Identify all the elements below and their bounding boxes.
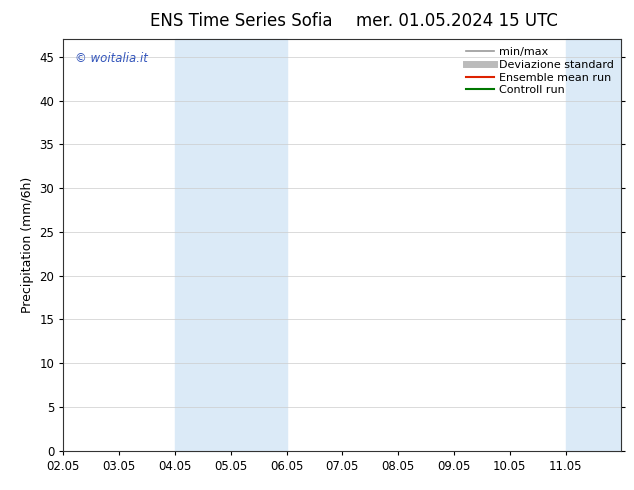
Bar [566,39,621,451]
Y-axis label: Precipitation (mm/6h): Precipitation (mm/6h) [21,177,34,313]
Text: © woitalia.it: © woitalia.it [75,51,148,65]
Bar [175,39,287,451]
Legend: min/max, Deviazione standard, Ensemble mean run, Controll run: min/max, Deviazione standard, Ensemble m… [462,43,618,100]
Text: mer. 01.05.2024 15 UTC: mer. 01.05.2024 15 UTC [356,12,557,30]
Text: ENS Time Series Sofia: ENS Time Series Sofia [150,12,332,30]
